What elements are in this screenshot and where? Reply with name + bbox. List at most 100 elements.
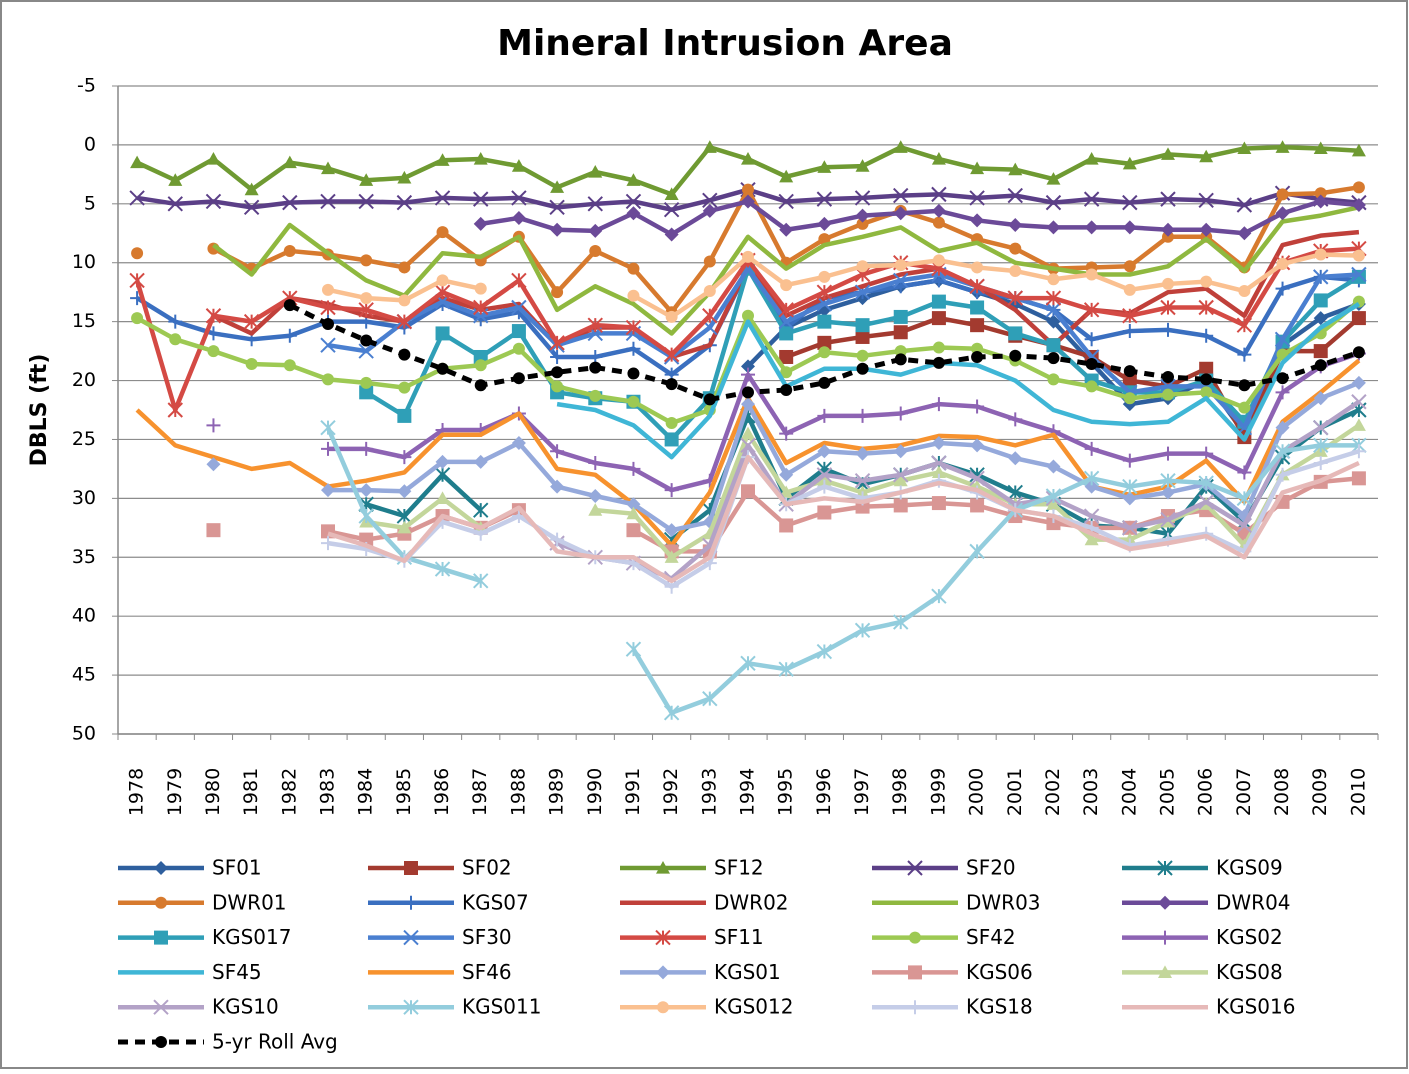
data-point bbox=[893, 406, 908, 421]
data-point bbox=[932, 356, 945, 369]
data-point bbox=[893, 187, 909, 204]
data-point bbox=[550, 444, 565, 459]
legend-label: KGS07 bbox=[462, 890, 529, 914]
data-point bbox=[1046, 497, 1061, 510]
data-point bbox=[854, 472, 871, 489]
data-point bbox=[397, 450, 412, 465]
data-point bbox=[1198, 192, 1214, 208]
data-point bbox=[1275, 420, 1290, 435]
data-point bbox=[435, 326, 450, 341]
legend-label: SF46 bbox=[462, 960, 512, 984]
data-point bbox=[931, 588, 947, 604]
data-point bbox=[931, 496, 946, 511]
data-point bbox=[511, 272, 527, 289]
data-point bbox=[970, 498, 985, 513]
y-tick-label: 15 bbox=[72, 310, 96, 332]
data-point bbox=[778, 193, 794, 210]
data-point bbox=[702, 308, 718, 324]
data-point bbox=[1122, 324, 1137, 339]
data-point bbox=[893, 473, 908, 487]
data-point bbox=[818, 270, 831, 283]
data-point bbox=[970, 399, 985, 414]
data-point bbox=[473, 454, 488, 469]
x-tick-label: 1998 bbox=[889, 768, 911, 816]
data-point bbox=[473, 573, 489, 589]
legend-marker bbox=[154, 930, 168, 945]
data-point bbox=[434, 284, 451, 300]
data-point bbox=[320, 419, 336, 436]
data-point bbox=[741, 359, 755, 374]
legend-item: DWR02 bbox=[620, 890, 789, 914]
data-point bbox=[358, 302, 374, 318]
legend-marker bbox=[1158, 930, 1172, 945]
x-tick-label: 1986 bbox=[431, 768, 453, 816]
x-tick-label: 2009 bbox=[1309, 768, 1331, 816]
data-point bbox=[1313, 194, 1328, 209]
data-point bbox=[360, 334, 373, 347]
data-point bbox=[893, 614, 909, 630]
data-point bbox=[550, 532, 565, 547]
data-point bbox=[589, 361, 602, 374]
data-point bbox=[1238, 285, 1251, 298]
data-point bbox=[855, 329, 870, 344]
data-point bbox=[206, 326, 221, 341]
data-point bbox=[131, 312, 144, 325]
data-point bbox=[703, 393, 716, 406]
data-point bbox=[854, 190, 871, 206]
data-point bbox=[1084, 152, 1099, 165]
data-point bbox=[1351, 375, 1366, 390]
data-point bbox=[627, 262, 640, 275]
data-point bbox=[283, 359, 296, 372]
data-point bbox=[1236, 197, 1253, 213]
data-point bbox=[1313, 141, 1328, 155]
legend-item: DWR04 bbox=[1122, 890, 1291, 914]
data-point bbox=[893, 272, 909, 289]
data-point bbox=[1200, 275, 1213, 288]
data-point bbox=[129, 190, 145, 206]
data-point bbox=[320, 193, 336, 210]
data-point bbox=[702, 203, 717, 218]
legend-item: SF02 bbox=[368, 856, 512, 880]
data-point bbox=[664, 432, 679, 447]
data-point bbox=[1084, 332, 1099, 347]
data-point bbox=[969, 278, 985, 294]
x-tick-label: 1985 bbox=[393, 768, 415, 816]
y-tick-label: -5 bbox=[77, 75, 96, 97]
legend-item: DWR01 bbox=[118, 890, 287, 914]
data-point bbox=[1123, 392, 1136, 405]
data-point bbox=[473, 216, 488, 231]
data-point bbox=[1009, 242, 1022, 255]
x-tick-label: 1978 bbox=[126, 768, 148, 816]
data-point bbox=[205, 308, 222, 324]
data-point bbox=[1275, 385, 1290, 400]
data-point bbox=[1351, 444, 1366, 459]
data-point bbox=[779, 467, 794, 482]
data-point bbox=[626, 341, 641, 356]
data-point bbox=[1122, 491, 1137, 506]
data-point bbox=[589, 389, 602, 402]
legend-label: KGS10 bbox=[212, 995, 279, 1019]
x-tick-label: 1993 bbox=[698, 768, 720, 816]
data-point bbox=[1046, 459, 1061, 474]
x-tick-label: 2003 bbox=[1080, 768, 1102, 816]
series-line bbox=[328, 380, 1360, 533]
data-point bbox=[931, 152, 946, 165]
data-point bbox=[358, 508, 374, 524]
x-tick-label: 1996 bbox=[813, 768, 835, 816]
data-point bbox=[816, 191, 833, 207]
data-point bbox=[397, 484, 412, 499]
data-point bbox=[969, 470, 985, 487]
data-point bbox=[1162, 371, 1174, 384]
data-point bbox=[588, 503, 603, 516]
data-point bbox=[1009, 349, 1022, 362]
data-point bbox=[931, 465, 946, 479]
data-point bbox=[320, 337, 336, 353]
data-point bbox=[1314, 187, 1327, 200]
data-point bbox=[1313, 456, 1328, 471]
data-point bbox=[703, 255, 716, 268]
data-point bbox=[322, 373, 334, 386]
data-point bbox=[1162, 277, 1174, 290]
data-point bbox=[1084, 220, 1099, 235]
legend-label: SF45 bbox=[212, 960, 262, 984]
